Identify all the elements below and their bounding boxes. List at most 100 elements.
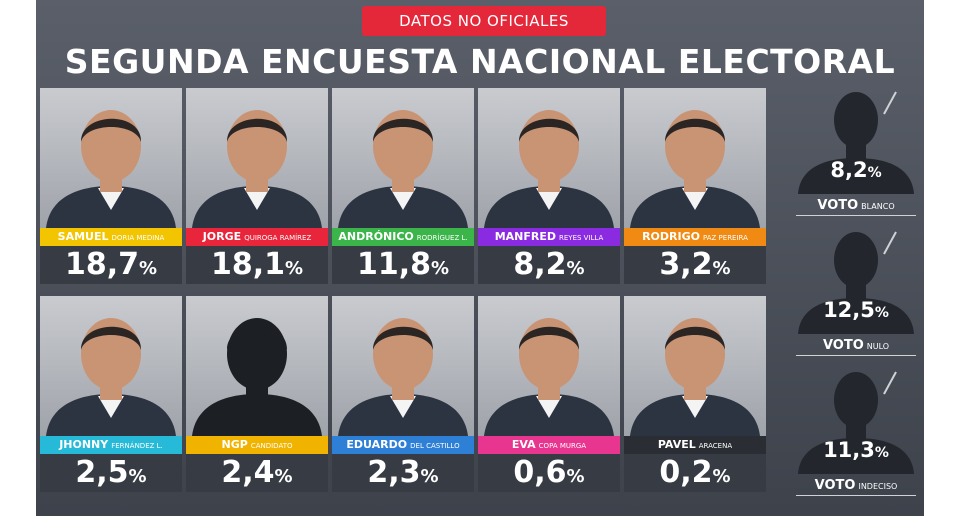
- candidate-card: JHONNY FERNÁNDEZ L. 2,5%: [40, 296, 182, 492]
- candidate-photo: [332, 296, 474, 436]
- candidate-last-name: FERNÁNDEZ L.: [111, 442, 163, 450]
- candidate-name-bar: SAMUEL DORIA MEDINA: [40, 228, 182, 246]
- candidate-last-name: ARACENA: [698, 442, 733, 450]
- candidate-first-name: ANDRÓNICO: [338, 230, 414, 243]
- percentage-unit: %: [274, 466, 293, 487]
- vote-label: VOTO: [814, 478, 856, 493]
- percentage-value: 2,3: [367, 455, 421, 490]
- candidate-last-name: REYES VILLA: [559, 234, 604, 242]
- person-silhouette-icon: [798, 231, 914, 334]
- candidate-name-bar: NGP CANDIDATO: [186, 436, 328, 454]
- unofficial-ribbon: DATOS NO OFICIALES: [362, 6, 606, 36]
- candidate-last-name: PAZ PEREIRA: [702, 234, 748, 242]
- candidate-last-name: QUIROGA RAMÍREZ: [244, 234, 312, 242]
- person-silhouette-icon: [798, 371, 914, 474]
- candidate-name-bar: EVA COPA MURGA: [478, 436, 620, 454]
- candidate-percentage: 18,7%: [40, 246, 182, 284]
- percentage-value: 8,2: [830, 158, 868, 182]
- percentage-value: 12,5: [823, 298, 875, 322]
- candidate-percentage: 0,2%: [624, 454, 766, 492]
- percentage-unit: %: [874, 445, 889, 461]
- candidate-last-name: RODRÍGUEZ L.: [416, 234, 468, 242]
- other-vote-label: VOTO INDECISO: [796, 478, 916, 493]
- candidate-percentage: 8,2%: [478, 246, 620, 284]
- percentage-unit: %: [420, 466, 439, 487]
- page-title: SEGUNDA ENCUESTA NACIONAL ELECTORAL: [64, 42, 896, 81]
- candidate-percentage: 18,1%: [186, 246, 328, 284]
- other-vote-percentage: 11,3%: [796, 438, 916, 462]
- candidate-percentage: 11,8%: [332, 246, 474, 284]
- percentage-unit: %: [566, 258, 585, 279]
- candidate-first-name: RODRIGO: [642, 230, 700, 243]
- candidate-first-name: PAVEL: [657, 438, 696, 451]
- candidate-photo: [624, 296, 766, 436]
- candidate-last-name: COPA MURGA: [538, 442, 587, 450]
- percentage-value: 3,2: [659, 247, 713, 282]
- person-silhouette-icon: [798, 91, 914, 194]
- percentage-value: 2,5: [75, 455, 129, 490]
- percentage-unit: %: [138, 258, 158, 279]
- candidate-first-name: JORGE: [202, 230, 242, 243]
- candidate-name-bar: EDUARDO DEL CASTILLO: [332, 436, 474, 454]
- candidate-first-name: SAMUEL: [57, 230, 109, 243]
- candidate-name-bar: RODRIGO PAZ PEREIRA: [624, 228, 766, 246]
- percentage-value: 11,3: [823, 438, 875, 462]
- divider: [796, 355, 916, 356]
- other-vote-percentage: 8,2%: [796, 158, 916, 182]
- candidate-percentage: 2,3%: [332, 454, 474, 492]
- candidate-photo: [40, 88, 182, 228]
- other-vote-percentage: 12,5%: [796, 298, 916, 322]
- percentage-value: 0,2: [659, 455, 713, 490]
- candidate-name-bar: ANDRÓNICO RODRÍGUEZ L.: [332, 228, 474, 246]
- percentage-unit: %: [566, 466, 585, 487]
- vote-label: VOTO: [822, 338, 864, 353]
- candidate-card: ANDRÓNICO RODRÍGUEZ L. 11,8%: [332, 88, 474, 284]
- percentage-unit: %: [712, 466, 731, 487]
- candidate-card: JORGE QUIROGA RAMÍREZ 18,1%: [186, 88, 328, 284]
- vote-label: VOTO: [817, 198, 859, 213]
- candidate-card: PAVEL ARACENA 0,2%: [624, 296, 766, 492]
- vote-type: NULO: [866, 342, 890, 351]
- candidate-card: SAMUEL DORIA MEDINA 18,7%: [40, 88, 182, 284]
- percentage-unit: %: [867, 165, 882, 181]
- candidate-percentage: 0,6%: [478, 454, 620, 492]
- candidate-first-name: MANFRED: [494, 230, 557, 243]
- candidate-card: NGP CANDIDATO 2,4%: [186, 296, 328, 492]
- candidate-last-name: CANDIDATO: [250, 442, 293, 450]
- vote-type: BLANCO: [861, 202, 895, 211]
- percentage-value: 8,2: [513, 247, 567, 282]
- candidate-card: RODRIGO PAZ PEREIRA 3,2%: [624, 88, 766, 284]
- percentage-value: 18,1: [210, 247, 285, 282]
- candidate-first-name: NGP: [221, 438, 248, 451]
- candidate-card: EVA COPA MURGA 0,6%: [478, 296, 620, 492]
- percentage-unit: %: [284, 258, 304, 279]
- candidate-percentage: 2,5%: [40, 454, 182, 492]
- percentage-unit: %: [430, 258, 450, 279]
- candidate-first-name: EDUARDO: [346, 438, 408, 451]
- candidate-photo: [478, 296, 620, 436]
- candidate-photo: [332, 88, 474, 228]
- candidate-last-name: DEL CASTILLO: [410, 442, 460, 450]
- candidate-name-bar: PAVEL ARACENA: [624, 436, 766, 454]
- candidate-percentage: 3,2%: [624, 246, 766, 284]
- percentage-value: 11,8: [356, 247, 431, 282]
- candidate-percentage: 2,4%: [186, 454, 328, 492]
- candidate-card: EDUARDO DEL CASTILLO 2,3%: [332, 296, 474, 492]
- percentage-value: 2,4: [221, 455, 275, 490]
- other-vote-label: VOTO NULO: [796, 338, 916, 353]
- percentage-value: 0,6: [513, 455, 567, 490]
- other-vote-label: VOTO BLANCO: [796, 198, 916, 213]
- candidate-last-name: DORIA MEDINA: [111, 234, 165, 242]
- candidate-photo: [624, 88, 766, 228]
- candidate-photo: [478, 88, 620, 228]
- candidate-photo: [186, 88, 328, 228]
- percentage-unit: %: [712, 258, 731, 279]
- divider: [796, 215, 916, 216]
- candidate-name-bar: JHONNY FERNÁNDEZ L.: [40, 436, 182, 454]
- percentage-unit: %: [874, 305, 889, 321]
- candidate-name-bar: MANFRED REYES VILLA: [478, 228, 620, 246]
- candidate-first-name: EVA: [511, 438, 536, 451]
- percentage-value: 18,7: [64, 247, 139, 282]
- divider: [796, 495, 916, 496]
- candidate-first-name: JHONNY: [59, 438, 109, 451]
